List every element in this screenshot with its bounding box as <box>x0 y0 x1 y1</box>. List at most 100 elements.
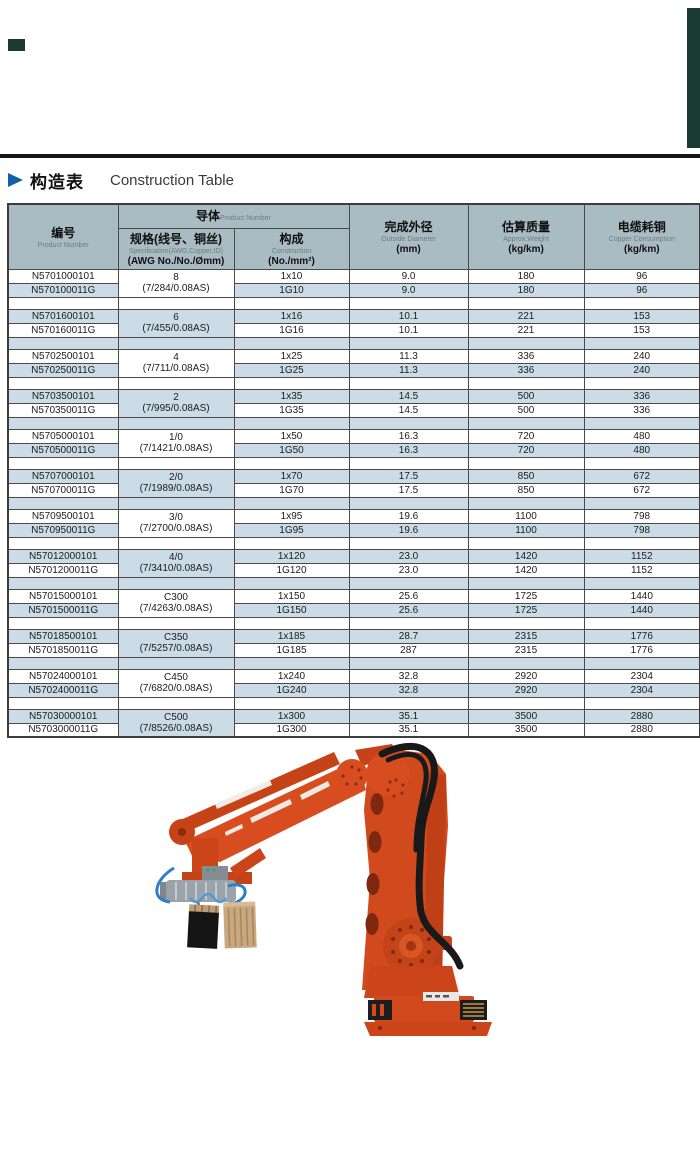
cell-product-code: N57030000101 <box>7 708 119 724</box>
cell-construction: 1x300 <box>233 708 350 724</box>
cell-approx-weight: 1100 <box>467 522 585 538</box>
cell-copper-consumption: 672 <box>583 468 700 484</box>
cell-approx-weight: 720 <box>467 442 585 458</box>
cell-construction: 1x16 <box>233 308 350 324</box>
cell-approx-weight: 180 <box>467 268 585 284</box>
separator-cell <box>233 296 350 310</box>
cell-outside-diameter: 28.7 <box>348 628 469 644</box>
cell-approx-weight: 2920 <box>467 682 585 698</box>
table-row: N57018500101 C350 (7/5257/0.08AS) 1x185 28.… <box>7 628 700 658</box>
cell-approx-weight: 500 <box>467 388 585 404</box>
construction-table-header: 编号 Product Number 导体Product Number 完成外径 … <box>7 203 700 270</box>
table-row: N5701500011G 1G150 25.6 1725 1440 <box>7 602 700 618</box>
separator-row <box>7 296 700 310</box>
table-row: N57015000101 C300 (7/4263/0.08AS) 1x150 25.… <box>7 588 700 618</box>
separator-cell <box>583 296 700 310</box>
cell-construction: 1G120 <box>233 562 350 578</box>
cell-construction: 1G95 <box>233 522 350 538</box>
cell-product-code: N5702500101 <box>7 348 119 364</box>
cell-construction: 1G70 <box>233 482 350 498</box>
cell-construction: 1G16 <box>233 322 350 338</box>
separator-cell <box>117 416 235 430</box>
separator-cell <box>233 696 350 710</box>
cell-outside-diameter: 287 <box>348 642 469 658</box>
cell-product-code: N5702400011G <box>7 682 119 698</box>
cell-copper-consumption: 1440 <box>583 588 700 604</box>
separator-cell <box>348 336 469 350</box>
cell-approx-weight: 221 <box>467 322 585 338</box>
cell-product-code: N570350011G <box>7 402 119 418</box>
separator-cell <box>348 576 469 590</box>
separator-cell <box>467 656 585 670</box>
cell-construction: 1x185 <box>233 628 350 644</box>
section-divider-rule <box>0 154 700 158</box>
cell-specification: C500 (7/8526/0.08AS) <box>117 708 235 738</box>
cell-copper-consumption: 480 <box>583 428 700 444</box>
page-edge-tab-right <box>687 8 700 148</box>
cell-outside-diameter: 35.1 <box>348 708 469 724</box>
separator-cell <box>467 416 585 430</box>
cell-construction: 1G150 <box>233 602 350 618</box>
separator-cell <box>233 496 350 510</box>
table-row: N570160011G 1G16 10.1 221 153 <box>7 322 700 338</box>
cell-outside-diameter: 23.0 <box>348 548 469 564</box>
separator-cell <box>348 656 469 670</box>
separator-cell <box>467 496 585 510</box>
cell-copper-consumption: 336 <box>583 402 700 418</box>
cell-approx-weight: 221 <box>467 308 585 324</box>
cell-product-code: N5701600101 <box>7 308 119 324</box>
separator-row <box>7 336 700 350</box>
cell-construction: 1x25 <box>233 348 350 364</box>
separator-cell <box>117 456 235 470</box>
separator-row <box>7 576 700 590</box>
cell-product-code: N570100011G <box>7 282 119 298</box>
separator-cell <box>7 536 119 550</box>
separator-cell <box>583 536 700 550</box>
cell-copper-consumption: 240 <box>583 362 700 378</box>
table-row: N57024000101 C450 (7/6820/0.08AS) 1x240 32.… <box>7 668 700 698</box>
separator-cell <box>233 536 350 550</box>
header-specification: 规格(线号、铜丝) Specification(AWG,Copper,ID) (… <box>117 227 235 270</box>
cell-product-code: N570160011G <box>7 322 119 338</box>
separator-row <box>7 696 700 710</box>
table-row: N570950011G 1G95 19.6 1100 798 <box>7 522 700 538</box>
separator-cell <box>583 416 700 430</box>
cell-product-code: N57018500101 <box>7 628 119 644</box>
cell-approx-weight: 180 <box>467 282 585 298</box>
cell-copper-consumption: 1152 <box>583 562 700 578</box>
separator-cell <box>117 336 235 350</box>
table-row: N5701200011G 1G120 23.0 1420 1152 <box>7 562 700 578</box>
separator-cell <box>348 496 469 510</box>
table-row: N5709500101 3/0 (7/2700/0.08AS) 1x95 19.6 11… <box>7 508 700 538</box>
cell-product-code: N5701500011G <box>7 602 119 618</box>
separator-cell <box>233 656 350 670</box>
separator-cell <box>7 696 119 710</box>
table-row: N57030000101 C500 (7/8526/0.08AS) 1x300 35.… <box>7 708 700 738</box>
cell-copper-consumption: 1440 <box>583 602 700 618</box>
separator-cell <box>7 456 119 470</box>
cell-approx-weight: 850 <box>467 468 585 484</box>
cell-product-code: N57024000101 <box>7 668 119 684</box>
cell-product-code: N5703500101 <box>7 388 119 404</box>
cell-copper-consumption: 153 <box>583 308 700 324</box>
cell-approx-weight: 2315 <box>467 642 585 658</box>
cell-outside-diameter: 25.6 <box>348 588 469 604</box>
table-row: N5703000011G 1G300 35.1 3500 2880 <box>7 722 700 738</box>
cell-outside-diameter: 19.6 <box>348 522 469 538</box>
separator-cell <box>467 456 585 470</box>
cell-copper-consumption: 96 <box>583 268 700 284</box>
cell-outside-diameter: 9.0 <box>348 282 469 298</box>
cell-copper-consumption: 1776 <box>583 628 700 644</box>
separator-cell <box>7 296 119 310</box>
cell-approx-weight: 2920 <box>467 668 585 684</box>
cell-specification: C300 (7/4263/0.08AS) <box>117 588 235 618</box>
cell-outside-diameter: 11.3 <box>348 348 469 364</box>
cell-copper-consumption: 2880 <box>583 722 700 738</box>
cell-approx-weight: 850 <box>467 482 585 498</box>
separator-row <box>7 496 700 510</box>
table-row: N570350011G 1G35 14.5 500 336 <box>7 402 700 418</box>
header-copper-consumption: 电缆耗铜 Copper Consumption (kg/km) <box>583 203 700 270</box>
separator-cell <box>348 416 469 430</box>
separator-row <box>7 376 700 390</box>
